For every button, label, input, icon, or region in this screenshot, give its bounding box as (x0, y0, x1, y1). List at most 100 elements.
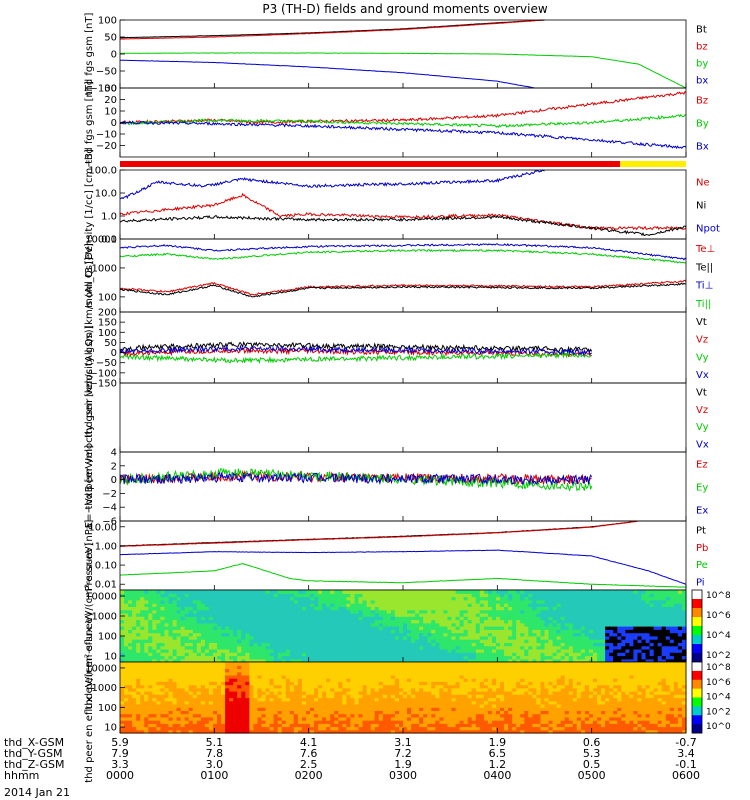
spectrogram-cell (261, 639, 267, 643)
spectrogram-cell (285, 723, 291, 728)
spectrogram-cell (617, 599, 622, 604)
spectrogram-cell (439, 612, 444, 617)
spectrogram-cell (479, 632, 485, 637)
spectrogram-cell (540, 632, 546, 637)
spectrogram-cell (265, 700, 271, 705)
spectrogram-cell (306, 635, 311, 640)
spectrogram-cell (200, 642, 206, 647)
spectrogram-cell (233, 710, 238, 715)
spectrogram-cell (475, 655, 481, 660)
spectrogram-cell (326, 697, 331, 702)
spectrogram-cell (399, 723, 404, 728)
spectrogram-cell (386, 678, 392, 682)
spectrogram-cell (568, 655, 574, 660)
spectrogram-cell (334, 710, 339, 715)
spectrogram-cell (439, 658, 444, 663)
spectrogram-cell (390, 684, 396, 689)
spectrogram-cell (132, 687, 137, 692)
spectrogram-cell (504, 619, 509, 624)
spectrogram-cell (354, 700, 360, 705)
spectrogram-cell (204, 593, 210, 598)
spectrogram-cell (560, 612, 566, 617)
spectrogram-cell (637, 599, 643, 604)
spectrogram-cell (350, 713, 355, 718)
spectrogram-cell (132, 590, 137, 594)
spectrogram-cell (334, 609, 339, 614)
spectrogram-cell (374, 642, 380, 647)
spectrogram-cell (180, 596, 186, 601)
spectrogram-cell (277, 606, 283, 611)
spectrogram-cell (653, 599, 659, 604)
spectrogram-cell (560, 596, 566, 601)
spectrogram-cell (277, 603, 283, 607)
spectrogram-cell (208, 662, 214, 666)
spectrogram-cell (362, 596, 368, 601)
spectrogram-cell (330, 639, 335, 643)
spectrogram-cell (265, 668, 271, 673)
spectrogram-cell (213, 599, 218, 604)
spectrogram-cell (564, 612, 570, 617)
spectrogram-cell (168, 622, 174, 627)
spectrogram-cell (475, 593, 481, 598)
spectrogram-cell (629, 632, 634, 637)
spectrogram-cell (657, 593, 663, 598)
spectrogram-cell (633, 612, 638, 617)
spectrogram-cell (148, 596, 153, 601)
spectrogram-cell (314, 593, 319, 598)
spectrogram-cell (306, 707, 311, 711)
spectrogram-cell (479, 629, 485, 634)
spectrogram-cell (330, 707, 335, 711)
spectrogram-cell (564, 635, 570, 640)
spectrogram-cell (196, 639, 202, 643)
spectrogram-cell (314, 596, 319, 601)
spectrogram-cell (665, 616, 671, 621)
y-axis-label: thd peer velocity gsm [km/s (All Qs)] (84, 325, 95, 509)
spectrogram-cell (297, 599, 303, 604)
spectrogram-cell (245, 619, 250, 624)
spectrogram-cell (427, 603, 432, 607)
spectrogram-cell (399, 596, 404, 601)
spectrogram-cell (136, 713, 141, 718)
spectrogram-cell (297, 662, 303, 666)
spectrogram-cell (128, 609, 133, 614)
spectrogram-cell (407, 635, 412, 640)
spectrogram-cell (221, 665, 226, 669)
spectrogram-cell (318, 652, 323, 657)
spectrogram-cell (196, 716, 202, 721)
spectrogram-cell (136, 668, 141, 673)
spectrogram-cell (192, 599, 198, 604)
spectrogram-cell (544, 622, 550, 627)
spectrogram-cell (132, 681, 137, 686)
spectrogram-cell (156, 713, 161, 718)
spectrogram-cell (229, 648, 234, 653)
spectrogram-cell (297, 720, 303, 724)
spectrogram-cell (378, 652, 384, 657)
spectrogram-cell (301, 697, 307, 702)
spectrogram-cell (160, 662, 165, 666)
spectrogram-cell (556, 626, 562, 630)
spectrogram-cell (471, 622, 477, 627)
spectrogram-cell (253, 674, 258, 679)
spectrogram-cell (273, 626, 279, 630)
spectrogram-cell (334, 645, 339, 650)
spectrogram-cell (403, 639, 408, 643)
spectrogram-cell (419, 648, 424, 653)
spectrogram-cell (144, 593, 149, 598)
spectrogram-cell (342, 645, 347, 650)
spectrogram-cell (229, 590, 234, 594)
spectrogram-cell (649, 632, 655, 637)
spectrogram-cell (293, 720, 299, 724)
spectrogram-cell (394, 687, 400, 692)
spectrogram-cell (281, 655, 287, 660)
spectrogram-cell (285, 635, 291, 640)
spectrogram-cell (415, 665, 420, 669)
spectrogram-cell (346, 684, 351, 689)
spectrogram-cell (285, 596, 291, 601)
spectrogram-cell (621, 593, 626, 598)
spectrogram-cell (322, 639, 327, 643)
spectrogram-cell (277, 658, 283, 663)
spectrogram-cell (556, 596, 562, 601)
spectrogram-cell (297, 642, 303, 647)
spectrogram-cell (350, 723, 355, 728)
spectrogram-cell (172, 593, 178, 598)
